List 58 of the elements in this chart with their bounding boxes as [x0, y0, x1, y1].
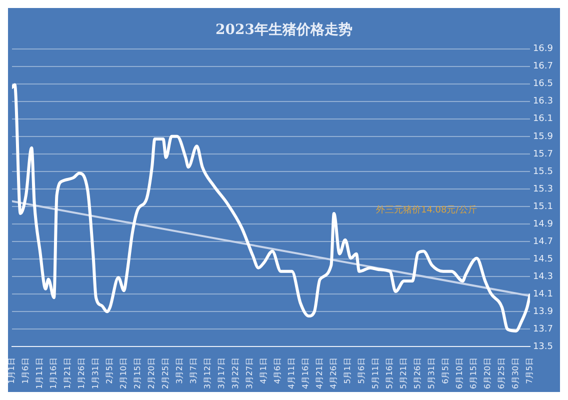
y-tick-label: 13.9 — [532, 307, 554, 318]
x-tick-label: 2月25日 — [161, 358, 170, 390]
y-tick-label: 16.3 — [532, 96, 554, 107]
y-tick-label: 16.5 — [532, 79, 554, 90]
x-tick-label: 6月20日 — [483, 358, 492, 390]
y-tick-label: 15.9 — [532, 132, 554, 142]
x-tick-label: 4月26日 — [329, 358, 338, 390]
y-tick-label: 15.3 — [532, 184, 554, 194]
y-tick-label: 16.1 — [532, 114, 554, 124]
y-tick-label: 14.9 — [532, 219, 554, 230]
x-tick-label: 4月11日 — [287, 358, 296, 390]
x-tick-label: 4月1日 — [259, 358, 268, 384]
x-tick-label: 2月5日 — [105, 358, 114, 384]
x-tick-label: 6月10日 — [455, 358, 464, 390]
y-tick-label: 15.5 — [532, 166, 554, 177]
y-tick-label: 14.5 — [532, 254, 554, 264]
x-tick-label: 5月11日 — [371, 358, 380, 390]
y-tick-label: 14.3 — [532, 272, 554, 282]
x-tick-label: 2月10日 — [119, 358, 128, 390]
x-tick-label: 6月30日 — [511, 358, 520, 390]
y-tick-label: 14.1 — [532, 290, 554, 300]
x-tick-label: 3月7日 — [189, 358, 198, 384]
x-tick-label: 5月1日 — [343, 358, 352, 384]
x-tick-label: 3月17日 — [217, 358, 226, 390]
y-tick-label: 16.9 — [532, 44, 554, 54]
x-tick-label: 3月12日 — [203, 358, 212, 390]
annotation: 外三元猪价14.08元/公斤 — [376, 204, 477, 216]
x-tick-label: 2月15日 — [133, 358, 142, 390]
y-tick-label: 15.1 — [532, 202, 554, 212]
x-tick-label: 6月5日 — [441, 358, 450, 384]
x-tick-label: 5月26日 — [413, 358, 422, 390]
x-tick-label: 1月26日 — [77, 358, 86, 390]
x-tick-label: 5月16日 — [385, 358, 394, 390]
x-tick-label: 1月6日 — [21, 358, 30, 384]
x-tick-label: 4月6日 — [273, 358, 282, 384]
chart-title: 2023年生猪价格走势 — [216, 22, 352, 38]
x-tick-label: 4月21日 — [315, 358, 324, 390]
x-tick-label: 1月21日 — [63, 358, 72, 390]
x-tick-label: 3月2日 — [175, 358, 184, 384]
x-tick-label: 1月1日 — [7, 358, 16, 384]
x-tick-label: 7月5日 — [525, 358, 534, 384]
y-tick-label: 15.7 — [532, 149, 554, 160]
x-tick-label: 6月15日 — [469, 358, 478, 390]
x-tick-label: 4月16日 — [301, 358, 310, 390]
x-tick-label: 5月31日 — [427, 358, 436, 390]
x-tick-label: 1月16日 — [49, 358, 58, 390]
x-tick-label: 5月6日 — [357, 358, 366, 384]
x-tick-label: 2月20日 — [147, 358, 156, 390]
y-tick-label: 13.7 — [532, 324, 554, 335]
x-tick-label: 1月11日 — [35, 358, 44, 390]
x-tick-label: 6月25日 — [497, 358, 506, 390]
x-tick-label: 1月31日 — [91, 358, 100, 390]
y-tick-label: 16.7 — [532, 62, 554, 72]
x-tick-label: 3月27日 — [245, 358, 254, 390]
x-tick-label: 3月22日 — [231, 358, 240, 390]
y-tick-label: 14.7 — [532, 236, 554, 247]
y-tick-label: 13.5 — [532, 342, 554, 352]
x-tick-label: 5月21日 — [399, 358, 408, 390]
